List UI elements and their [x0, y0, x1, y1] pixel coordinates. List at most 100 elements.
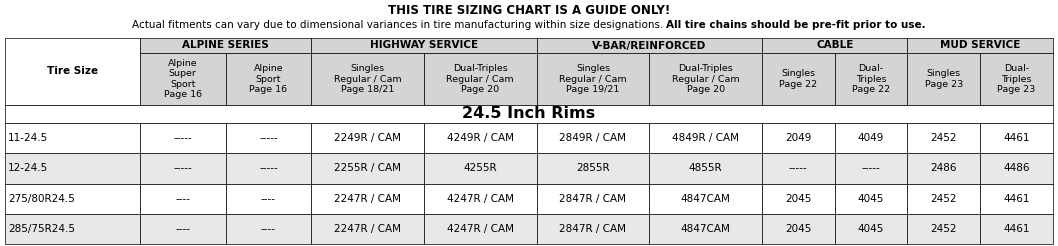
Bar: [225, 123, 311, 153]
Text: Dual-Triples
Regular / Cam
Page 20: Dual-Triples Regular / Cam Page 20: [446, 64, 514, 93]
Text: -----: -----: [259, 163, 278, 173]
Bar: [5, 105, 1053, 123]
Text: 2849R / CAM: 2849R / CAM: [560, 133, 626, 143]
Text: -----: -----: [861, 163, 880, 173]
Bar: [835, 123, 908, 153]
Bar: [536, 38, 762, 53]
Text: 2255R / CAM: 2255R / CAM: [334, 163, 401, 173]
Text: 12-24.5: 12-24.5: [8, 163, 49, 173]
Text: 2452: 2452: [931, 224, 957, 234]
Text: ALPINE SERIES: ALPINE SERIES: [182, 41, 269, 50]
Bar: [908, 38, 1053, 53]
Bar: [5, 184, 140, 214]
Text: 11-24.5: 11-24.5: [8, 133, 49, 143]
Text: 4049: 4049: [858, 133, 884, 143]
Bar: [140, 214, 225, 244]
Bar: [536, 153, 650, 184]
Text: Alpine
Super
Sport
Page 16: Alpine Super Sport Page 16: [164, 60, 202, 99]
Text: 2247R / CAM: 2247R / CAM: [334, 224, 401, 234]
Bar: [981, 53, 1053, 105]
Text: 4247R / CAM: 4247R / CAM: [446, 194, 514, 204]
Bar: [140, 38, 311, 53]
Text: 2049: 2049: [785, 133, 811, 143]
Bar: [5, 153, 140, 184]
Bar: [908, 153, 981, 184]
Bar: [225, 53, 311, 105]
Bar: [981, 184, 1053, 214]
Bar: [225, 153, 311, 184]
Text: ----: ----: [176, 224, 190, 234]
Bar: [762, 53, 835, 105]
Text: 2045: 2045: [785, 194, 811, 204]
Text: 275/80R24.5: 275/80R24.5: [8, 194, 75, 204]
Bar: [835, 184, 908, 214]
Bar: [536, 214, 650, 244]
Text: Dual-Triples
Regular / Cam
Page 20: Dual-Triples Regular / Cam Page 20: [672, 64, 740, 93]
Text: THIS TIRE SIZING CHART IS A GUIDE ONLY!: THIS TIRE SIZING CHART IS A GUIDE ONLY!: [388, 3, 670, 16]
Bar: [762, 184, 835, 214]
Bar: [225, 214, 311, 244]
Bar: [140, 53, 225, 105]
Text: 4249R / CAM: 4249R / CAM: [446, 133, 514, 143]
Bar: [311, 53, 424, 105]
Bar: [140, 123, 225, 153]
Text: 4461: 4461: [1003, 133, 1029, 143]
Text: 2247R / CAM: 2247R / CAM: [334, 194, 401, 204]
Bar: [981, 153, 1053, 184]
Bar: [650, 123, 762, 153]
Text: 2847R / CAM: 2847R / CAM: [560, 194, 626, 204]
Text: 4486: 4486: [1003, 163, 1029, 173]
Text: Singles
Regular / Cam
Page 18/21: Singles Regular / Cam Page 18/21: [334, 64, 401, 93]
Bar: [424, 123, 536, 153]
Bar: [908, 184, 981, 214]
Bar: [225, 184, 311, 214]
Bar: [140, 153, 225, 184]
Bar: [536, 184, 650, 214]
Bar: [835, 53, 908, 105]
Text: Singles
Page 22: Singles Page 22: [780, 69, 818, 89]
Bar: [650, 184, 762, 214]
Bar: [981, 123, 1053, 153]
Bar: [762, 38, 908, 53]
Text: 2452: 2452: [931, 133, 957, 143]
Text: ----: ----: [176, 194, 190, 204]
Bar: [981, 214, 1053, 244]
Bar: [835, 214, 908, 244]
Bar: [5, 123, 140, 153]
Bar: [536, 123, 650, 153]
Text: 4849R / CAM: 4849R / CAM: [672, 133, 740, 143]
Text: Dual-
Triples
Page 23: Dual- Triples Page 23: [998, 64, 1036, 93]
Bar: [762, 153, 835, 184]
Text: 24.5 Inch Rims: 24.5 Inch Rims: [462, 107, 596, 122]
Text: CABLE: CABLE: [816, 41, 854, 50]
Bar: [908, 123, 981, 153]
Text: 4847CAM: 4847CAM: [680, 194, 731, 204]
Text: 2045: 2045: [785, 224, 811, 234]
Text: 4045: 4045: [858, 194, 884, 204]
Bar: [5, 214, 140, 244]
Text: HIGHWAY SERVICE: HIGHWAY SERVICE: [370, 41, 478, 50]
Text: -----: -----: [174, 163, 193, 173]
Text: 2847R / CAM: 2847R / CAM: [560, 224, 626, 234]
Bar: [650, 214, 762, 244]
Text: -----: -----: [174, 133, 193, 143]
Text: 4247R / CAM: 4247R / CAM: [446, 224, 514, 234]
Text: 4461: 4461: [1003, 224, 1029, 234]
Bar: [424, 53, 536, 105]
Text: ----: ----: [261, 194, 276, 204]
Bar: [311, 184, 424, 214]
Bar: [762, 214, 835, 244]
Text: 4855R: 4855R: [689, 163, 723, 173]
Bar: [311, 153, 424, 184]
Text: ----: ----: [261, 224, 276, 234]
Text: 2486: 2486: [931, 163, 957, 173]
Text: Alpine
Sport
Page 16: Alpine Sport Page 16: [250, 64, 288, 93]
Bar: [650, 153, 762, 184]
Bar: [424, 214, 536, 244]
Bar: [536, 53, 650, 105]
Text: All tire chains should be pre-fit prior to use.: All tire chains should be pre-fit prior …: [667, 20, 926, 31]
Text: 2249R / CAM: 2249R / CAM: [334, 133, 401, 143]
Text: 4461: 4461: [1003, 194, 1029, 204]
Bar: [835, 153, 908, 184]
Text: -----: -----: [789, 163, 807, 173]
